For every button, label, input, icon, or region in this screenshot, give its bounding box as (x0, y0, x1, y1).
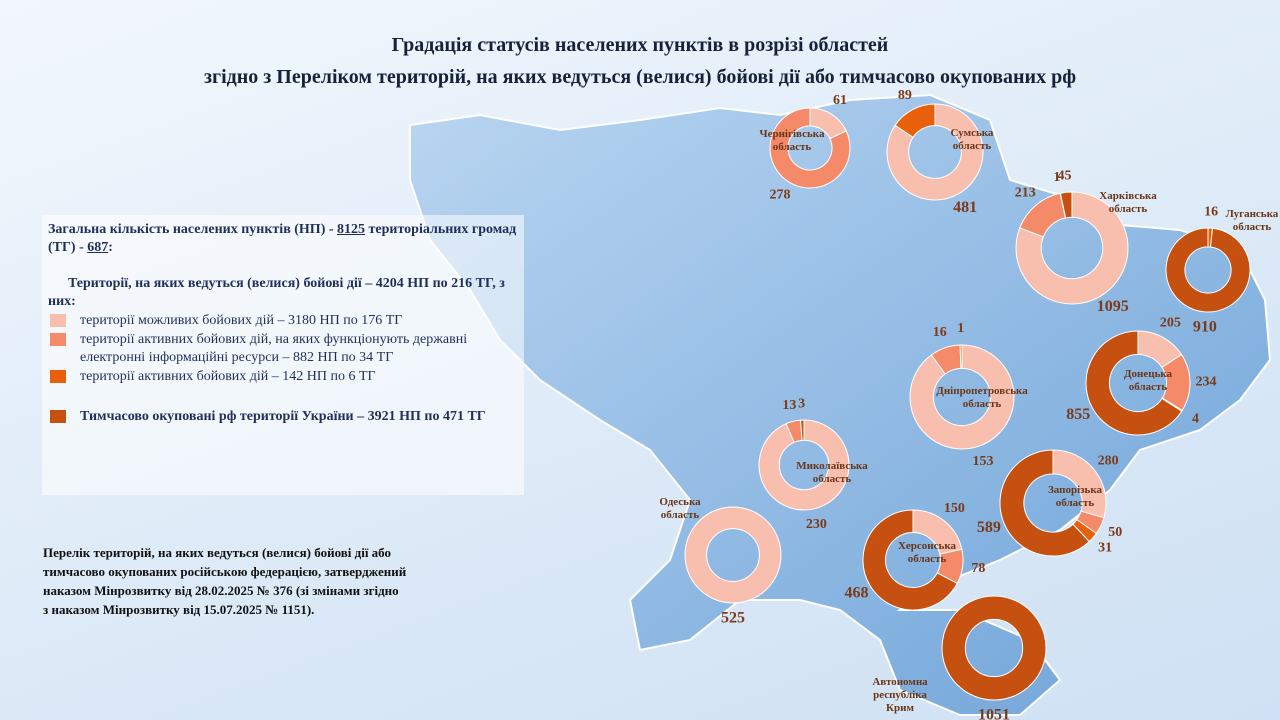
value-label: 16 (933, 325, 947, 340)
title-line: згідно з Переліком територій, на яких ве… (203, 66, 1077, 88)
donut-segment (941, 595, 1047, 701)
legend-item: території активних бойових дій, на яких … (48, 331, 518, 367)
value-label: 213 (1015, 186, 1036, 201)
legend-item: території можливих бойових дій – 3180 НП… (48, 312, 518, 330)
donut-segment (894, 103, 936, 139)
value-label: 278 (770, 188, 791, 203)
legend-swatch (50, 370, 66, 383)
donut-segment (999, 449, 1090, 557)
donut-segment (1165, 227, 1251, 313)
value-label: 525 (721, 610, 745, 627)
value-label: 31 (1098, 540, 1112, 555)
legend-label: території активних бойових дій, на яких … (80, 332, 468, 365)
note: Перелік територій, на яких ведуться (вел… (43, 543, 406, 619)
donut-segment (684, 506, 782, 604)
number: 8125 (337, 222, 366, 237)
value-label: 78 (971, 561, 985, 576)
region-name: Сумська область (950, 127, 994, 152)
note-line: Перелік територій, на яких ведуться (вел… (43, 545, 392, 560)
donut-segment (862, 509, 958, 611)
donut-segment (758, 419, 850, 511)
text: : (108, 240, 113, 255)
donut-segment (959, 344, 963, 369)
total: Загальна кількість населених пунктів (НП… (48, 221, 518, 257)
combat: Території, на яких ведуться (велися) бой… (48, 276, 505, 309)
value-label: 280 (1098, 454, 1119, 469)
value-label: 61 (833, 93, 847, 108)
value-label: 4 (1192, 412, 1199, 427)
value-label: 910 (1193, 319, 1217, 336)
note-line: тимчасово окупованих російською федераці… (43, 564, 407, 579)
value-label: 13 (782, 398, 796, 413)
note-line: наказом Мінрозвитку від 28.02.2025 № 376… (43, 583, 399, 598)
donut-segment (886, 103, 984, 201)
value-label: 589 (977, 519, 1001, 536)
legend-swatch (50, 314, 66, 327)
donut-segment (800, 419, 805, 441)
region-name: Херсонська область (897, 540, 957, 565)
legend-label: території активних бойових дій – 142 НП … (80, 369, 376, 384)
region-name: Харківська область (1099, 190, 1157, 215)
value-label: 468 (844, 585, 868, 602)
value-label: 50 (1108, 525, 1122, 540)
legend: території можливих бойових дій – 3180 НП… (48, 312, 518, 426)
value-label: 230 (806, 517, 827, 532)
value-label: 855 (1066, 406, 1090, 423)
donut-segment (1059, 191, 1073, 219)
value-label: 153 (973, 454, 994, 469)
value-label: 481 (953, 199, 977, 216)
value-label: 150 (944, 501, 965, 516)
donut-segment (1085, 330, 1183, 436)
donut-segment (1015, 191, 1129, 305)
region-name: Дніпропетровська область (936, 385, 1028, 410)
region-name: Луганська область (1225, 208, 1279, 233)
value-label: 45 (1057, 169, 1071, 184)
value-label: 1051 (978, 707, 1010, 720)
value-label: 234 (1195, 374, 1216, 389)
number: 687 (87, 240, 109, 255)
donut-segment (769, 107, 851, 189)
title-line: Градація статусів населених пунктів в ро… (391, 34, 889, 56)
text: територіальних громад (ТГ) - (48, 222, 517, 255)
legend-item: території активних бойових дій – 142 НП … (48, 368, 518, 386)
summary-panel: Загальна кількість населених пунктів (НП… (42, 215, 524, 495)
donut-segment (909, 344, 1015, 450)
legend-label: Тимчасово окуповані рф території України… (80, 409, 486, 424)
value-label: 3 (798, 396, 805, 411)
legend-swatch (50, 333, 66, 346)
region-name: Автономна республіка Крим (872, 676, 928, 714)
note-line: з наказом Мінрозвитку від 15.07.2025 № 1… (43, 602, 315, 617)
value-label: 89 (898, 88, 912, 103)
value-label: 1 (957, 321, 964, 336)
value-label: 205 (1160, 315, 1181, 330)
value-label: 1095 (1097, 298, 1129, 315)
region-name: Донецька область (1123, 368, 1173, 393)
ukraine-outline (409, 93, 1272, 716)
value-label: 16 (1204, 204, 1218, 219)
region-name: Чернігівська область (759, 128, 825, 153)
region-name: Одеська область (659, 496, 701, 521)
text: Загальна кількість населених пунктів (НП… (48, 222, 334, 237)
region-name: Запорізька область (1047, 484, 1103, 509)
legend-label: території можливих бойових дій – 3180 НП… (80, 313, 403, 328)
legend-item: Тимчасово окуповані рф території України… (48, 408, 518, 426)
value-label: 1 (1053, 170, 1060, 185)
donut-segment (1052, 449, 1107, 519)
legend-swatch (50, 410, 66, 423)
region-name: Миколаївська область (796, 460, 868, 485)
